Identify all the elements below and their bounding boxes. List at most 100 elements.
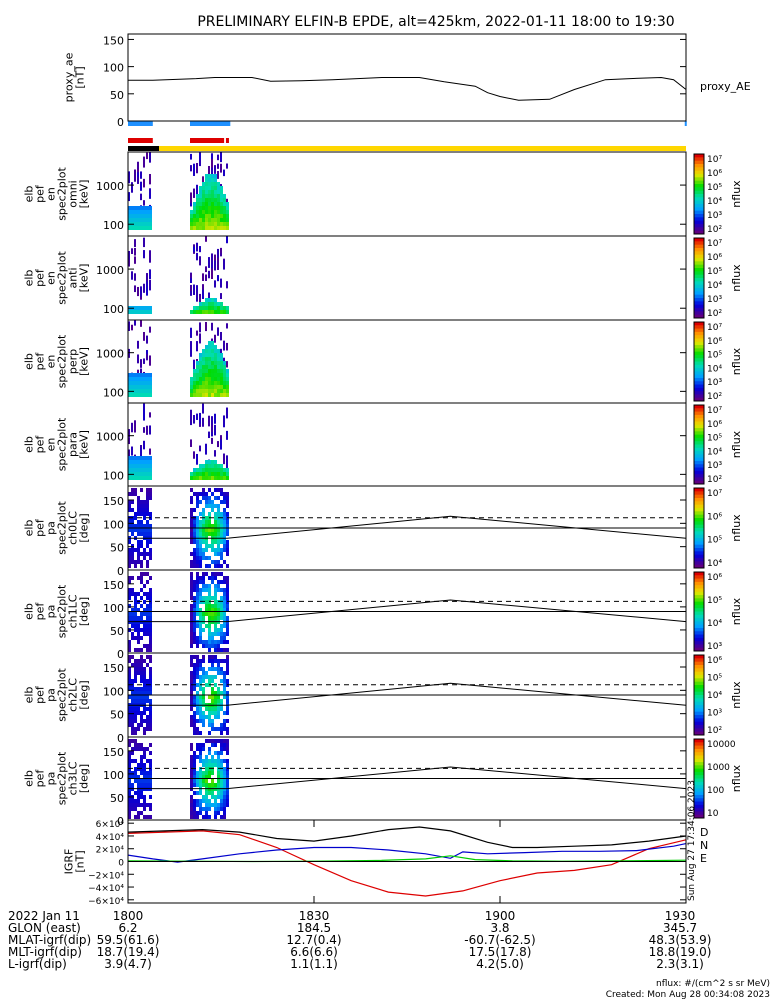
pitch-angle-pixel	[214, 803, 217, 807]
colorbar-segment	[694, 564, 704, 569]
plot-title: PRELIMINARY ELFIN-B EPDE, alt=425km, 202…	[197, 14, 674, 30]
colorbar-segment	[694, 785, 704, 789]
spectrogram-pixel	[131, 210, 134, 214]
pitch-angle-pixel	[131, 731, 134, 735]
pitch-angle-pixel	[199, 612, 202, 616]
spectrogram-pixel	[220, 361, 223, 365]
colorbar-segment	[694, 180, 704, 185]
spectrogram-pixel	[208, 381, 211, 385]
pitch-angle-pixel	[137, 763, 140, 767]
fgm-bar	[190, 138, 225, 143]
spectrogram-pixel	[196, 285, 198, 295]
pitch-angle-pixel	[146, 679, 149, 683]
colorbar-segment	[694, 637, 704, 642]
colorbar-segment	[694, 421, 704, 426]
spectrogram-pixel	[199, 159, 201, 167]
pitch-angle-pixel	[137, 791, 140, 795]
spectrogram-pixel	[146, 226, 149, 230]
spectrogram-pixel	[217, 186, 220, 190]
spectrogram-pixel	[196, 365, 199, 369]
spectrogram-pixel	[193, 472, 196, 476]
pitch-angle-pixel	[208, 636, 211, 640]
colorbar-tick-label: 10²	[707, 392, 722, 402]
spectrogram-pixel	[214, 190, 217, 194]
pitch-angle-pixel	[146, 540, 149, 544]
proxy-ae-line	[128, 76, 687, 101]
pitch-angle-pixel	[211, 719, 214, 723]
pitch-angle-pixel	[208, 500, 211, 504]
pitch-angle-pixel	[146, 604, 149, 608]
pitch-angle-pixel	[220, 500, 223, 504]
spectrogram-pixel	[128, 206, 131, 210]
spectrogram-pixel	[205, 236, 207, 242]
pitch-angle-pixel	[140, 488, 143, 492]
pitch-angle-pixel	[223, 779, 226, 783]
y-tick-label: 150	[103, 746, 124, 759]
pitch-angle-pixel	[190, 707, 193, 711]
spectrogram-pixel	[137, 472, 140, 476]
spectrogram-pixel	[149, 476, 152, 480]
y-axis-label: pef	[34, 435, 47, 454]
pitch-angle-pixel	[202, 655, 205, 659]
pitch-angle-pixel	[149, 588, 152, 592]
pitch-angle-pixel	[193, 715, 196, 719]
pitch-angle-pixel	[149, 632, 152, 636]
spectrogram-pixel	[223, 226, 226, 230]
pitch-angle-pixel	[134, 592, 137, 596]
y-axis-label: elb	[23, 687, 36, 704]
spectrogram-pixel	[202, 302, 205, 306]
pitch-angle-pixel	[146, 572, 149, 576]
spectrogram-pixel	[217, 393, 220, 397]
pitch-angle-pixel	[134, 727, 137, 731]
pitch-angle-pixel	[134, 719, 137, 723]
colorbar-segment	[694, 241, 704, 246]
colorbar-segment	[694, 488, 704, 492]
pitch-angle-pixel	[217, 727, 220, 731]
pitch-angle-pixel	[128, 528, 131, 532]
spectrogram-pixel	[199, 310, 202, 314]
science-zone-bar	[684, 121, 687, 126]
pitch-angle-pixel	[214, 612, 217, 616]
spectrogram-pixel	[217, 361, 220, 365]
spectrogram-pixel	[220, 353, 223, 357]
spectrogram-pixel	[140, 468, 143, 472]
pitch-angle-pixel	[149, 496, 152, 500]
pitch-angle-pixel	[226, 759, 229, 763]
pitch-angle-pixel	[226, 739, 229, 743]
colorbar-segment	[694, 248, 704, 252]
spectrogram-pixel	[211, 302, 214, 306]
colorbar-segment	[694, 408, 704, 413]
pitch-angle-pixel	[140, 576, 143, 580]
pitch-angle-pixel	[140, 675, 143, 679]
colorbar-frame	[693, 237, 705, 319]
spectrogram-pixel	[137, 460, 140, 464]
spectrogram-pixel	[217, 365, 220, 369]
spectrogram-pixel	[211, 194, 214, 198]
spectrogram-pixel	[226, 377, 229, 381]
colorbar-segment	[694, 190, 704, 195]
pitch-angle-pixel	[220, 648, 223, 652]
pitch-angle-pixel	[211, 604, 214, 608]
pitch-angle-pixel	[217, 612, 220, 616]
colorbar-segment	[694, 308, 704, 312]
pitch-angle-pixel	[131, 727, 134, 731]
colorbar-segment	[694, 595, 704, 599]
pitch-angle-pixel	[214, 699, 217, 703]
pitch-angle-pixel	[214, 675, 217, 679]
spectrogram-pixel	[226, 369, 229, 373]
pitch-angle-pixel	[131, 612, 134, 616]
pitch-angle-pixel	[140, 560, 143, 564]
pitch-angle-pixel	[193, 779, 196, 783]
pitch-angle-pixel	[211, 524, 214, 528]
colorbar-tick-label: 10⁷	[707, 155, 722, 165]
pitch-angle-pixel	[190, 584, 193, 588]
spectrogram-pixel	[226, 381, 229, 385]
pitch-angle-pixel	[205, 775, 208, 779]
y-axis-label: pef	[34, 268, 47, 287]
pitch-angle-pixel	[211, 667, 214, 671]
pitch-angle-pixel	[217, 691, 220, 695]
spectrogram-pixel	[128, 464, 131, 468]
spectrogram-pixel	[199, 206, 202, 210]
pitch-angle-pixel	[137, 540, 140, 544]
footer-value: 1900	[485, 909, 516, 923]
